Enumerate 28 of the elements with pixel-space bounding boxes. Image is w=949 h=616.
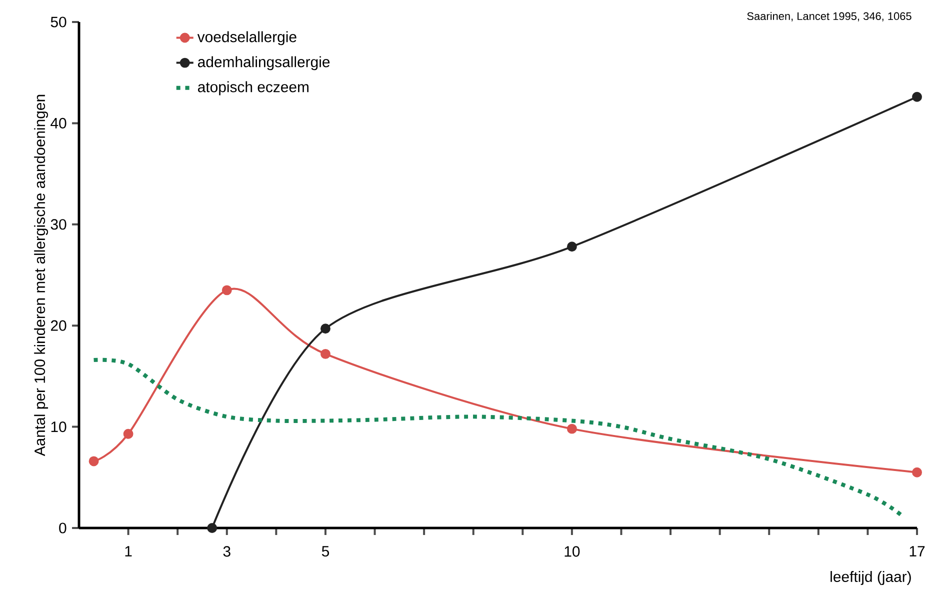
y-tick-label: 20 <box>50 320 66 331</box>
point <box>320 324 330 334</box>
x-axis-title: leeftijd (jaar) <box>830 571 911 585</box>
x-tick-label: 5 <box>322 546 330 557</box>
point <box>320 348 330 359</box>
y-tick-label: 50 <box>50 16 66 28</box>
x-tick-label: 10 <box>564 546 580 557</box>
point <box>566 242 577 252</box>
point <box>123 428 134 439</box>
x-tick-label: 3 <box>223 546 230 557</box>
line-series <box>92 358 904 518</box>
point <box>88 456 99 466</box>
y-tick-label: 10 <box>51 422 66 432</box>
x-tick-label: 17 <box>910 546 925 556</box>
text: Saarinen, Lancet 1995, 346, 1065 <box>747 12 912 22</box>
y-tick-label: 0 <box>59 522 66 534</box>
point <box>207 523 218 533</box>
y-tick-label: 40 <box>50 118 66 128</box>
legend-label: ademhalingsallergie <box>198 56 330 70</box>
legend-label: voedselallergie <box>197 31 296 46</box>
x-tick-label: 1 <box>125 546 132 556</box>
y-axis-title: Aantal per 100 kinderen met allergische aandoeningen <box>34 94 48 456</box>
legend-label: atopisch eczeem <box>198 81 308 96</box>
y-tick-label: 30 <box>50 219 66 230</box>
point <box>912 467 922 478</box>
point <box>222 285 232 296</box>
point <box>566 424 577 434</box>
point <box>912 92 922 102</box>
